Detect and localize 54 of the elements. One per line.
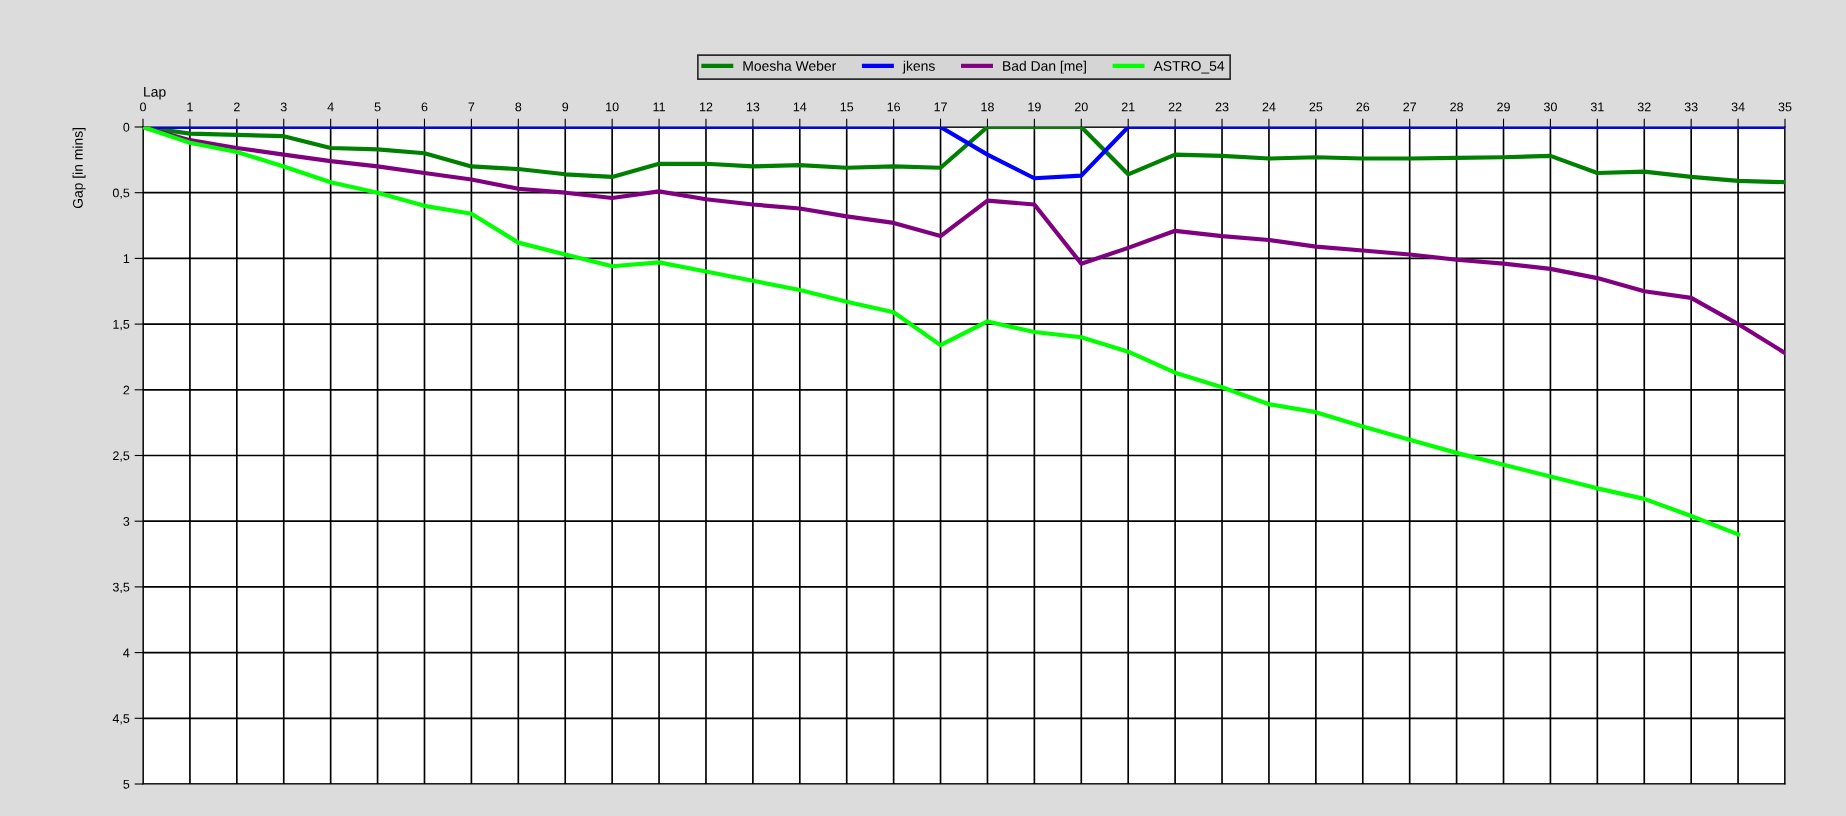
legend-label: Bad Dan [me] <box>1003 60 1086 74</box>
x-tick-label: 20 <box>1074 102 1088 112</box>
x-tick-label: 13 <box>746 102 760 112</box>
x-tick-label: 4 <box>327 102 334 112</box>
x-tick-label: 26 <box>1356 102 1370 112</box>
x-tick-label: 35 <box>1778 102 1792 112</box>
x-tick-label: 7 <box>468 102 475 112</box>
x-tick-label: 21 <box>1121 102 1135 112</box>
y-tick-label: 1,5 <box>113 320 130 331</box>
x-tick-label: 18 <box>981 102 994 112</box>
x-tick-label: 32 <box>1637 102 1651 112</box>
y-tick-label: 2 <box>123 385 130 395</box>
legend-label: Moesha Weber <box>743 60 837 71</box>
x-tick-label: 8 <box>515 102 522 112</box>
x-tick-label: 0 <box>140 102 146 112</box>
x-tick-label: 3 <box>280 102 287 112</box>
x-tick-label: 27 <box>1403 102 1417 112</box>
x-tick-label: 34 <box>1731 102 1745 112</box>
line-series <box>143 127 1741 537</box>
legend-label: ASTRO_54 <box>1153 61 1225 74</box>
x-tick-label: 29 <box>1497 102 1510 112</box>
x-tick-label: 33 <box>1684 102 1698 112</box>
y-tick-label: 3 <box>123 517 130 526</box>
x-tick-label: 22 <box>1168 102 1182 112</box>
x-tick-label: 5 <box>374 102 381 112</box>
x-tick-label: 31 <box>1590 102 1604 112</box>
x-tick-label: 17 <box>934 102 947 112</box>
y-tick-label: 4 <box>123 648 130 658</box>
y-tick-label: 1 <box>123 254 130 263</box>
x-tick-label: 2 <box>233 102 240 112</box>
x-tick-label: 1 <box>187 102 193 112</box>
x-axis-title: Lap <box>144 87 166 100</box>
y-tick-label: 5 <box>123 779 130 789</box>
y-tick-label: 0,5 <box>112 188 130 199</box>
x-tick-label: 6 <box>421 102 428 112</box>
x-tick-label: 24 <box>1262 102 1276 112</box>
y-tick-label: 3,5 <box>112 582 130 594</box>
x-tick-label: 30 <box>1543 102 1557 112</box>
y-axis-title: Gap [in mins] <box>72 127 86 209</box>
y-tick-label: 2,5 <box>113 451 130 462</box>
x-tick-label: 12 <box>699 102 713 112</box>
x-tick-label: 19 <box>1028 102 1041 112</box>
x-tick-label: 25 <box>1309 102 1323 112</box>
x-tick-label: 9 <box>562 102 569 112</box>
x-tick-label: 10 <box>606 102 619 112</box>
x-tick-label: 23 <box>1215 102 1229 112</box>
x-tick-label: 11 <box>653 102 665 112</box>
x-tick-label: 15 <box>840 102 854 112</box>
x-tick-label: 16 <box>887 102 901 112</box>
y-tick-label: 0 <box>123 122 130 132</box>
x-tick-label: 28 <box>1450 102 1464 112</box>
legend-label: jkens <box>902 60 935 74</box>
x-tick-label: 14 <box>793 102 807 112</box>
y-tick-label: 4,5 <box>112 714 130 725</box>
